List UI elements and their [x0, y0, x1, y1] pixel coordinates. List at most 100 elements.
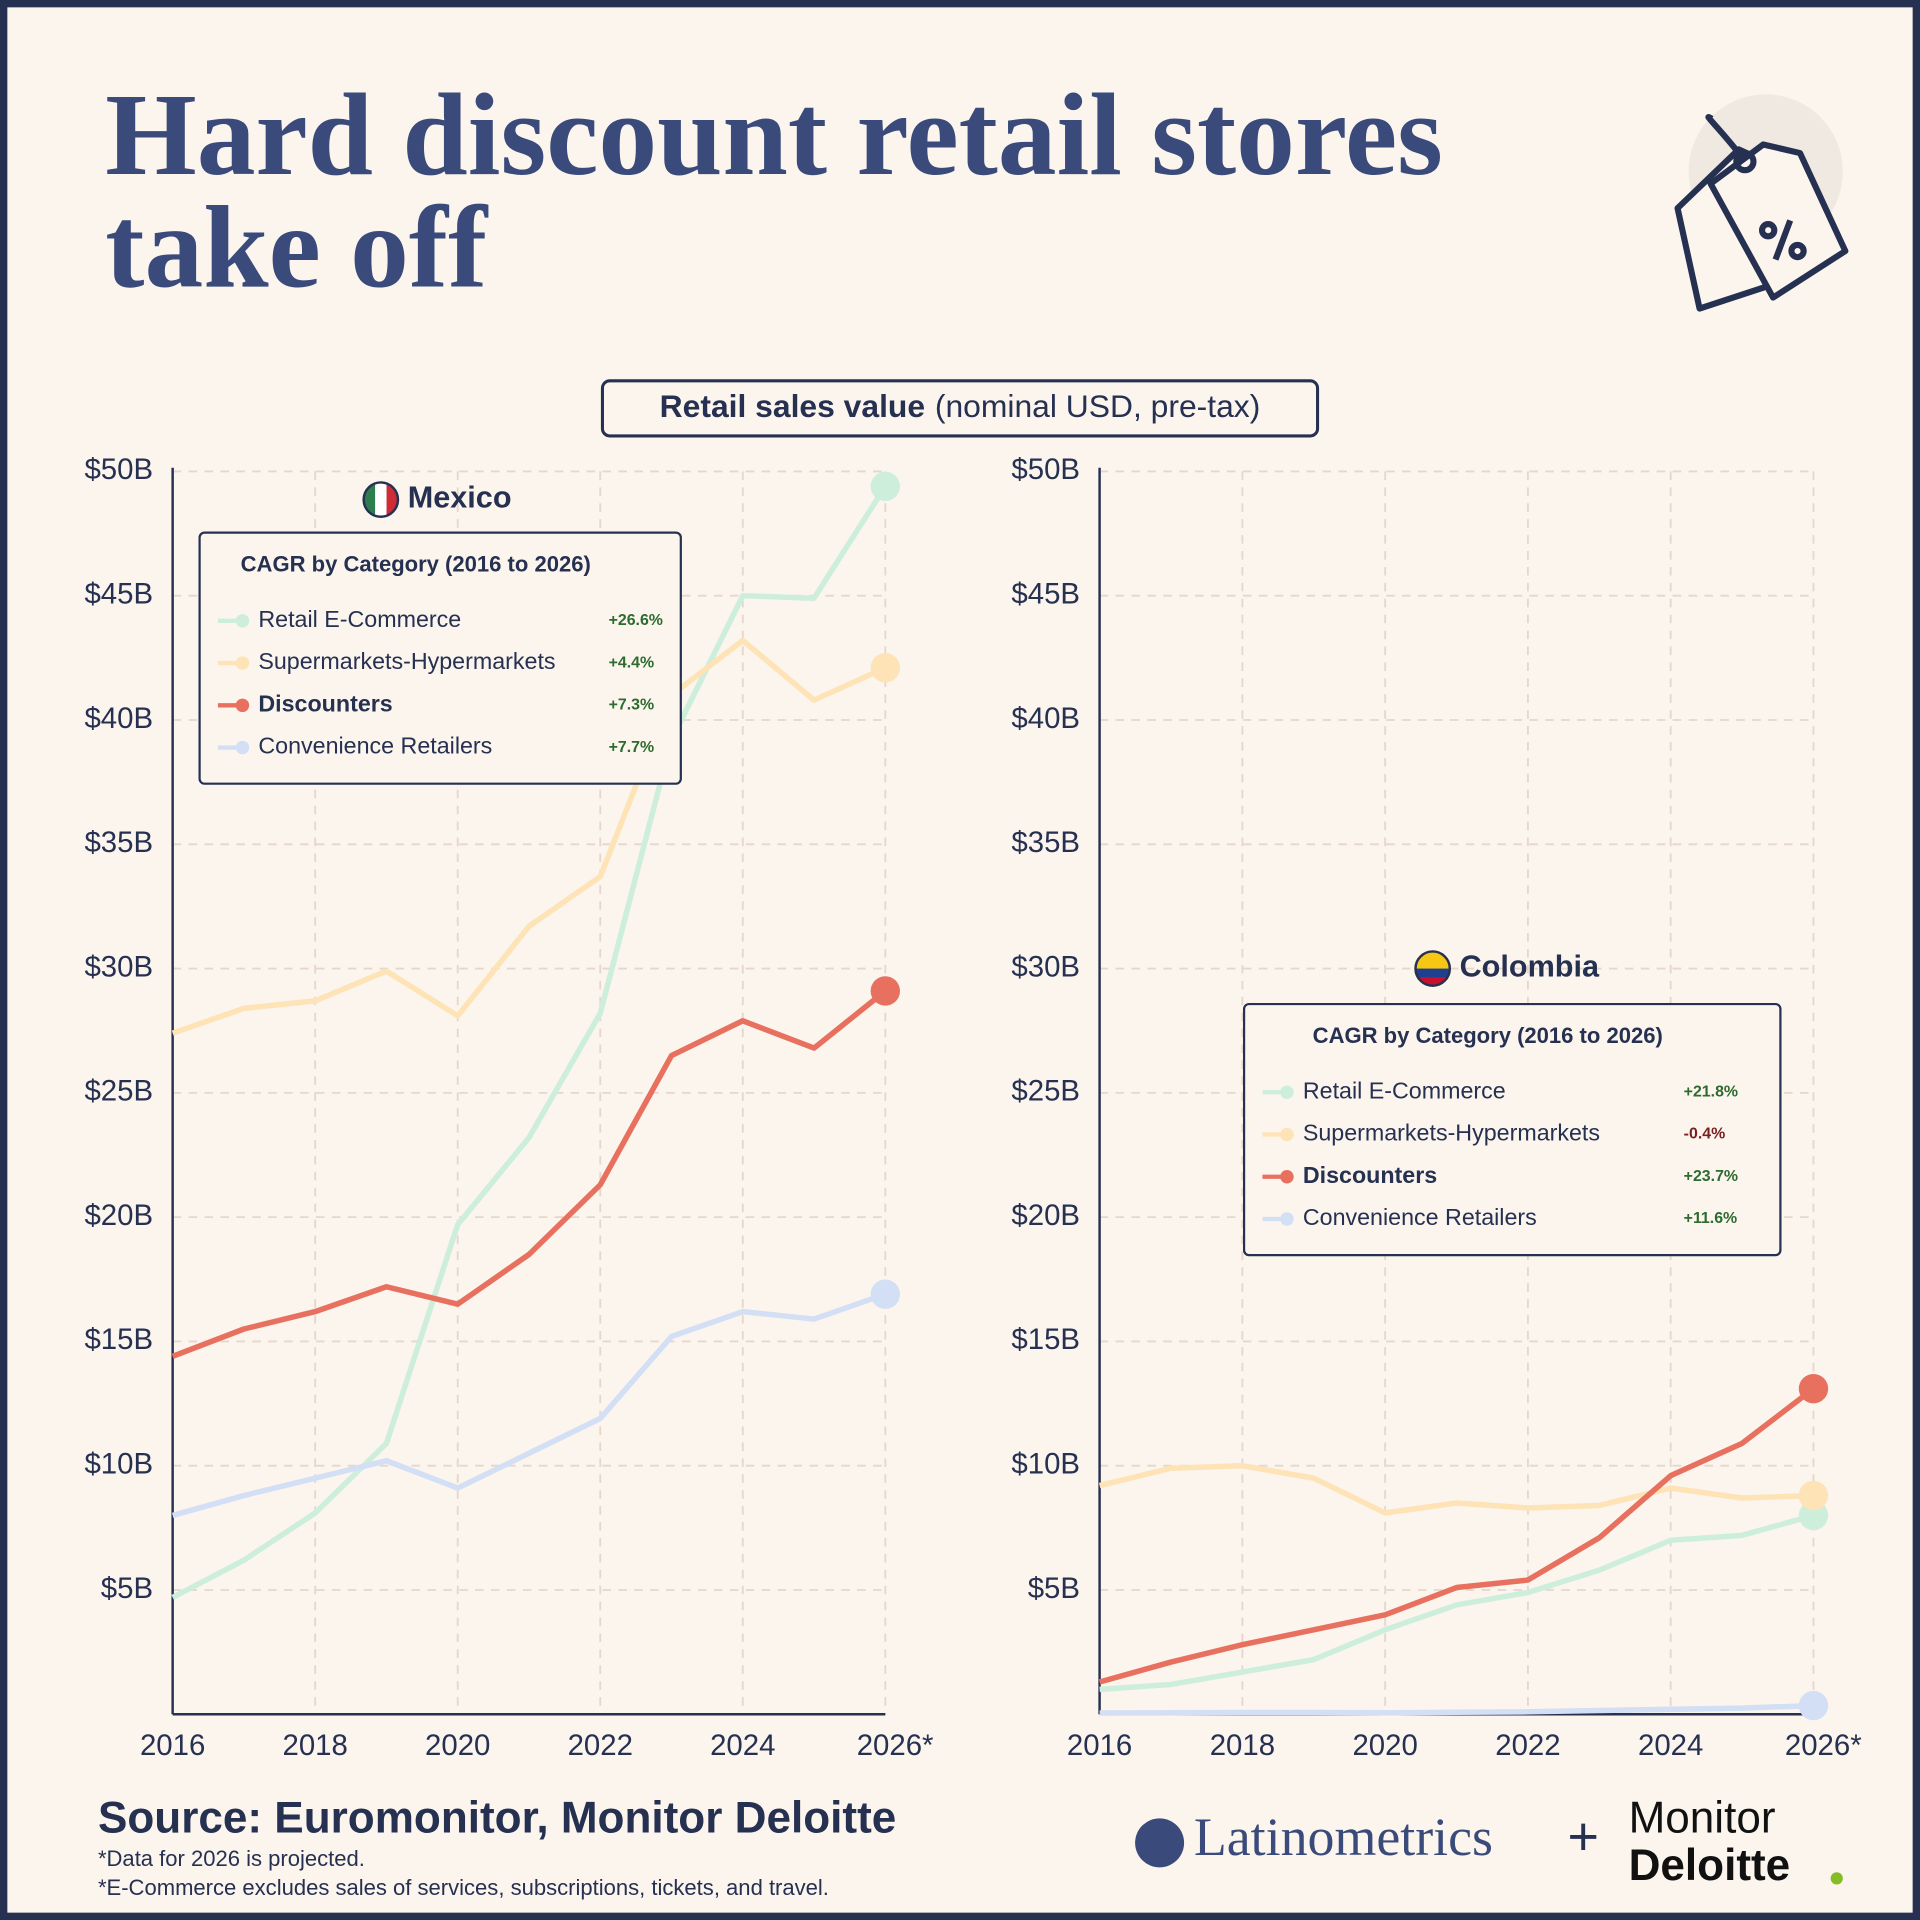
legend-cagr: +21.8% [1684, 1083, 1738, 1100]
legend-box [1242, 1002, 1782, 1257]
legend-swatch-dot [1280, 1170, 1294, 1184]
legend-label: Convenience Retailers [1303, 1204, 1537, 1230]
y-tick-label: $45B [1011, 577, 1080, 610]
x-tick-label: 2020 [1352, 1729, 1417, 1762]
subtitle: Retail sales value (nominal USD, pre-tax) [660, 388, 1261, 424]
y-tick-label: $5B [1028, 1572, 1080, 1605]
subtitle-box [600, 379, 1320, 438]
y-tick-label: $15B [1011, 1323, 1080, 1356]
x-tick-label: 2026* [857, 1729, 934, 1762]
x-tick-label: 2024 [1638, 1729, 1703, 1762]
y-tick-label: $40B [84, 702, 153, 735]
y-tick-label: $25B [1011, 1075, 1080, 1108]
logo-plus: + [1568, 1807, 1599, 1867]
y-tick-label: $10B [1011, 1447, 1080, 1480]
legend-cagr: +11.6% [1684, 1210, 1738, 1227]
x-tick-label: 2026* [1785, 1729, 1862, 1762]
legend-swatch-dot [1280, 1085, 1294, 1099]
country-title: Mexico [408, 481, 512, 515]
legend-label: Supermarkets-Hypermarkets [1303, 1120, 1600, 1146]
x-tick-label: 2020 [425, 1729, 490, 1762]
legend-cagr: +7.3% [609, 697, 655, 714]
latinometrics-icon [1135, 1818, 1185, 1868]
flag [1415, 951, 1450, 986]
flag-stripe [386, 482, 398, 517]
legend-swatch-dot [235, 656, 250, 670]
x-tick-label: 2016 [1067, 1729, 1132, 1762]
logo-monitor: Monitor [1629, 1793, 1776, 1842]
series-line [1098, 1386, 1816, 1685]
legend-swatch-dot [1280, 1127, 1294, 1142]
legend-label: Discounters [258, 690, 392, 716]
subtitle-bold: Retail sales value [660, 388, 925, 424]
flag-ring [362, 481, 400, 518]
legend-swatch-dot [235, 740, 250, 755]
y-tick-label: $50B [84, 453, 153, 486]
legend-label: Retail E-Commerce [258, 606, 461, 632]
tag-icon [1674, 94, 1849, 312]
y-tick-label: $35B [84, 826, 153, 859]
y-tick-label: $20B [84, 1199, 153, 1232]
source: Source: Euromonitor, Monitor Deloitte [98, 1793, 896, 1842]
legend-cagr: +23.7% [1684, 1168, 1738, 1185]
end-point [1798, 1373, 1829, 1404]
y-tick-label: $45B [84, 577, 153, 610]
x-tick-label: 2024 [710, 1729, 775, 1762]
series-line [171, 1291, 887, 1519]
title-line: take off [105, 183, 489, 313]
legend-swatch-dot [235, 614, 250, 628]
logo-dot [1830, 1872, 1843, 1885]
legend-label: Supermarkets-Hypermarkets [258, 648, 555, 674]
flag-stripe [1415, 951, 1450, 961]
series-line [1098, 1462, 1814, 1516]
legend-label: Retail E-Commerce [1303, 1077, 1506, 1103]
logo-deloitte: Deloitte [1629, 1841, 1791, 1890]
x-tick-label: 2018 [283, 1729, 348, 1762]
legend-cagr: -0.4% [1684, 1126, 1726, 1143]
end-point [1798, 1480, 1829, 1511]
legend-title: CAGR by Category (2016 to 2026) [1313, 1023, 1663, 1048]
y-tick-label: $35B [1011, 826, 1080, 859]
y-tick-label: $40B [1011, 702, 1080, 735]
y-tick-label: $10B [84, 1447, 153, 1480]
legend-cagr: +7.7% [609, 739, 655, 756]
y-tick-label: $25B [84, 1075, 153, 1108]
y-tick-label: $5B [101, 1572, 153, 1605]
flag-stripe [1415, 968, 1450, 978]
country-title: Colombia [1460, 950, 1600, 984]
series-line [171, 484, 888, 1600]
y-tick-label: $30B [1011, 950, 1080, 983]
flag-stripe [375, 482, 388, 517]
logo-latinometrics: Latinometrics [1194, 1807, 1493, 1867]
series-line [1099, 1512, 1815, 1693]
charts: $5B $10B $15B $20B $25B $30B $35B $40B $45B $50B 2… [84, 453, 1861, 1762]
note: *Data for 2026 is projected. [98, 1846, 365, 1871]
flag-stripe [1415, 977, 1450, 986]
end-point [870, 976, 900, 1006]
flag-stripe [1415, 960, 1450, 970]
legend-box [198, 531, 682, 785]
series-line [171, 988, 888, 1359]
title-line: Hard discount retail stores [105, 70, 1443, 200]
legend-label: Convenience Retailers [258, 733, 492, 759]
flag-ring [1414, 950, 1452, 987]
x-tick-label: 2022 [568, 1729, 633, 1762]
x-tick-label: 2016 [140, 1729, 205, 1762]
legend-label: Discounters [1303, 1162, 1437, 1188]
series-line [171, 637, 887, 1036]
note: *E-Commerce excludes sales of services, … [98, 1875, 829, 1900]
y-tick-label: $20B [1011, 1199, 1080, 1232]
end-point [870, 653, 900, 683]
subtitle-rest: (nominal USD, pre-tax) [935, 388, 1260, 424]
series-line [1099, 1702, 1814, 1716]
x-tick-label: 2022 [1495, 1729, 1560, 1762]
x-tick-label: 2018 [1210, 1729, 1275, 1762]
y-tick-label: $15B [84, 1323, 153, 1356]
end-point [870, 471, 900, 502]
y-tick-label: $50B [1011, 453, 1080, 486]
legend-title: CAGR by Category (2016 to 2026) [241, 552, 591, 577]
legend-swatch-dot [235, 698, 250, 713]
